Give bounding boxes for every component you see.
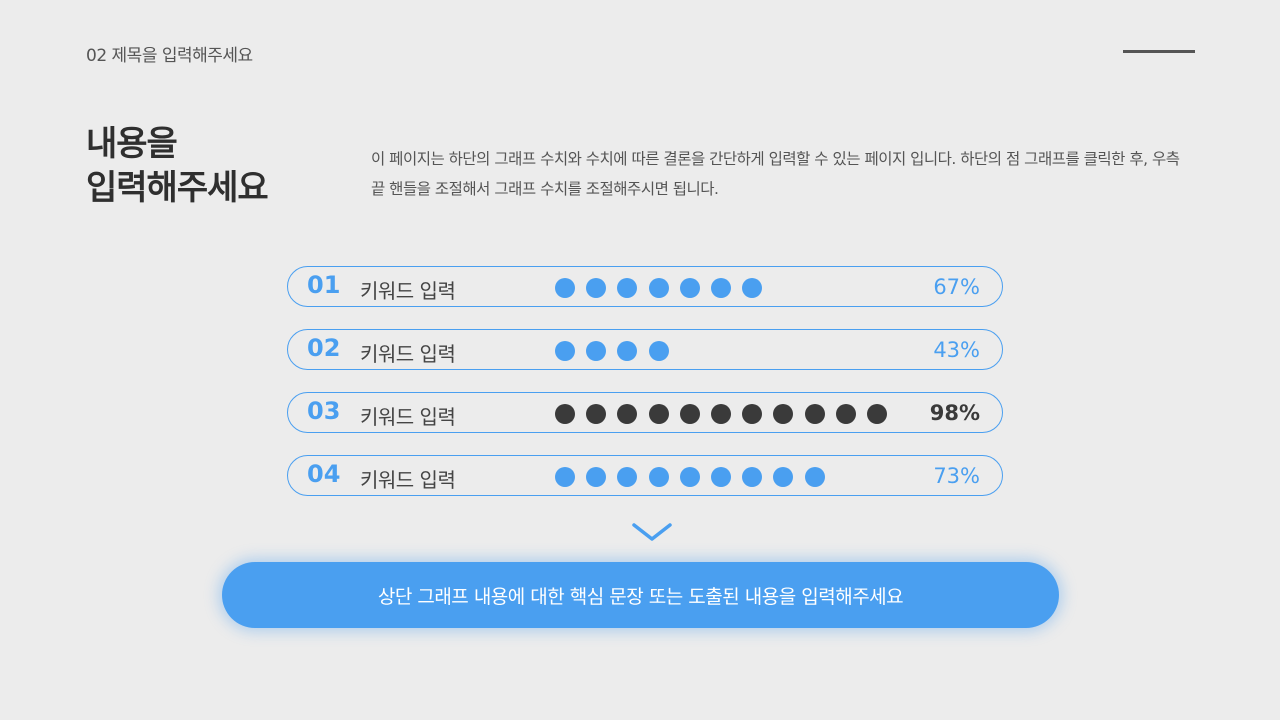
chart-dot bbox=[648, 404, 669, 424]
row-number: 02 bbox=[307, 334, 341, 362]
chart-dot bbox=[679, 467, 700, 487]
chart-row-4[interactable]: 04 키워드 입력 73% bbox=[287, 455, 1003, 496]
chart-dot bbox=[835, 404, 856, 424]
row-number: 04 bbox=[307, 460, 341, 488]
chart-dot bbox=[742, 404, 763, 424]
chart-dot bbox=[648, 341, 669, 361]
row-number: 01 bbox=[307, 271, 341, 299]
chart-dot bbox=[586, 404, 607, 424]
row-keyword-label: 키워드 입력 bbox=[360, 279, 456, 303]
row-keyword-label: 키워드 입력 bbox=[360, 342, 456, 366]
chart-dot bbox=[648, 467, 669, 487]
chart-dot bbox=[742, 467, 763, 487]
dot-bar[interactable] bbox=[555, 467, 836, 487]
row-percent: 98% bbox=[929, 401, 980, 425]
chart-dot bbox=[742, 278, 763, 298]
dot-bar[interactable] bbox=[555, 278, 773, 298]
chart-dot bbox=[710, 467, 731, 487]
chart-dot bbox=[648, 278, 669, 298]
dot-chart: 01 키워드 입력 67% 02 키워드 입력 43% 03 키워드 입력 98… bbox=[287, 266, 1007, 518]
chart-dot bbox=[679, 278, 700, 298]
chart-dot bbox=[555, 278, 575, 298]
chart-dot bbox=[804, 467, 825, 487]
chart-dot bbox=[555, 341, 575, 361]
row-percent: 43% bbox=[933, 338, 980, 362]
chart-dot bbox=[586, 467, 607, 487]
chart-dot bbox=[710, 404, 731, 424]
conclusion-text: 상단 그래프 내용에 대한 핵심 문장 또는 도출된 내용을 입력해주세요 bbox=[377, 585, 904, 608]
chart-dot bbox=[617, 278, 638, 298]
chart-dot bbox=[617, 404, 638, 424]
chart-dot bbox=[866, 404, 887, 424]
chart-row-1[interactable]: 01 키워드 입력 67% bbox=[287, 266, 1003, 307]
row-keyword-label: 키워드 입력 bbox=[360, 405, 456, 429]
dot-bar[interactable] bbox=[555, 341, 680, 361]
chart-row-2[interactable]: 02 키워드 입력 43% bbox=[287, 329, 1003, 370]
row-keyword-label: 키워드 입력 bbox=[360, 468, 456, 492]
chart-dot bbox=[617, 467, 638, 487]
chart-dot bbox=[555, 467, 575, 487]
dot-bar[interactable] bbox=[555, 404, 898, 424]
row-percent: 67% bbox=[933, 275, 980, 299]
chart-dot bbox=[773, 467, 794, 487]
page-title-line-2: 입력해주세요 bbox=[86, 168, 269, 208]
row-number: 03 bbox=[307, 397, 341, 425]
row-percent: 73% bbox=[933, 464, 980, 488]
page-title-line-1: 내용을 bbox=[86, 124, 178, 164]
chart-dot bbox=[555, 404, 575, 424]
chart-dot bbox=[617, 341, 638, 361]
chart-dot bbox=[773, 404, 794, 424]
chart-dot bbox=[710, 278, 731, 298]
page-title: 내용을 입력해주세요 bbox=[86, 122, 366, 210]
chart-dot bbox=[679, 404, 700, 424]
chart-dot bbox=[586, 341, 607, 361]
chart-row-3[interactable]: 03 키워드 입력 98% bbox=[287, 392, 1003, 433]
chart-dot bbox=[586, 278, 607, 298]
chevron-down-icon bbox=[632, 523, 672, 541]
conclusion-banner: 상단 그래프 내용에 대한 핵심 문장 또는 도출된 내용을 입력해주세요 bbox=[222, 562, 1059, 628]
section-label: 02 제목을 입력해주세요 bbox=[86, 46, 253, 66]
description-text: 이 페이지는 하단의 그래프 수치와 수치에 따른 결론을 간단하게 입력할 수… bbox=[371, 150, 1180, 198]
chart-dot bbox=[804, 404, 825, 424]
header-divider bbox=[1123, 50, 1195, 53]
